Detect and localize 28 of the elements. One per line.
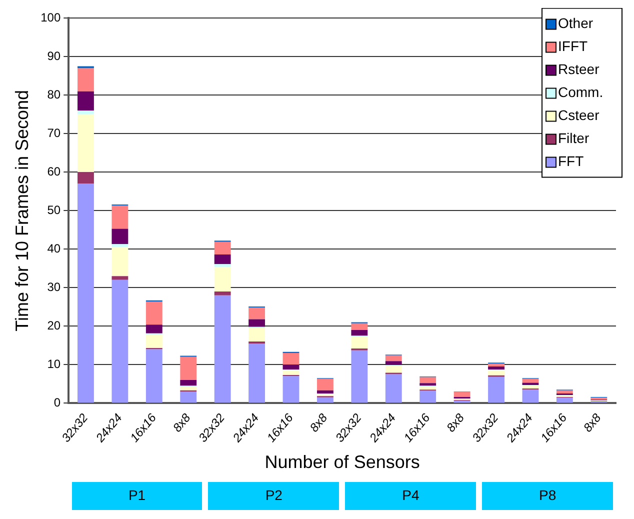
text: P1 [128, 487, 146, 503]
y-tick-label: 10 [47, 356, 61, 371]
legend-label: Rsteer [558, 61, 600, 78]
y-tick-label: 90 [47, 49, 61, 63]
y-tick-label: 60 [47, 164, 61, 178]
y-tick-label: 100 [40, 10, 61, 25]
text: P8 [539, 487, 556, 503]
y-tick-label: 40 [47, 241, 61, 256]
y-tick-label: 0 [54, 395, 61, 410]
x-tick-label: 8x8 [580, 410, 604, 435]
y-tick-label: 50 [47, 202, 61, 217]
y-tick-label: 80 [47, 87, 61, 102]
legend-label: FFT [558, 153, 584, 170]
legend-label: Comm. [558, 84, 604, 100]
legend-label: Filter [558, 130, 590, 146]
legend-label: Other [558, 15, 594, 32]
x-tick-label: 8x8 [306, 410, 330, 435]
text: P4 [402, 487, 420, 503]
y-axis-title: Time for 10 Frames in Second [12, 90, 32, 332]
legend-label: Csteer [558, 107, 600, 124]
y-tick-label: 20 [47, 318, 61, 332]
x-tick-label: 8x8 [444, 410, 468, 435]
x-tick-label: 8x8 [170, 410, 194, 435]
text: P2 [265, 487, 282, 503]
legend-label: IFFT [558, 38, 588, 54]
y-tick-label: 70 [47, 126, 61, 140]
x-axis-title: Number of Sensors [264, 452, 420, 472]
y-tick-label: 30 [47, 280, 61, 294]
